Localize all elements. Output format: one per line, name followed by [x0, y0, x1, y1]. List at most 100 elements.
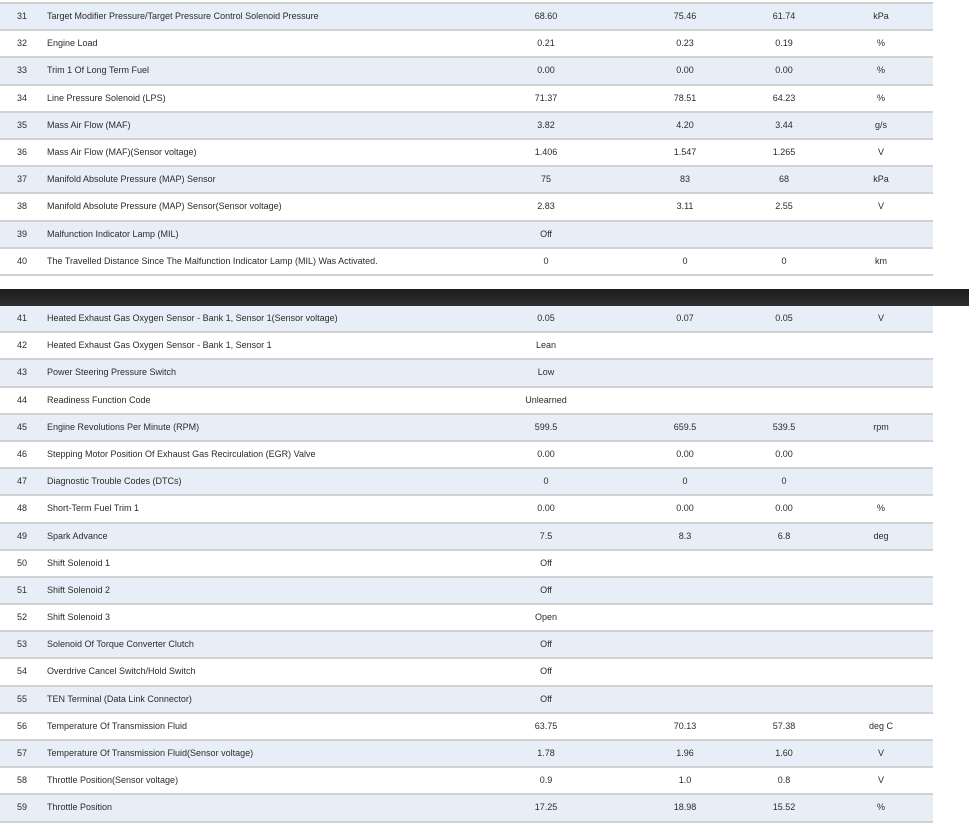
- row-number: 32: [16, 38, 27, 49]
- table-row[interactable]: 47 Diagnostic Trouble Codes (DTCs) 0 0 0: [0, 469, 933, 497]
- row-number: 54: [16, 666, 27, 677]
- row-number: 40: [16, 255, 27, 266]
- max-value: 8.3: [678, 530, 692, 541]
- parameter-name: Shift Solenoid 3: [47, 612, 111, 623]
- min-value: 2.55: [775, 201, 793, 212]
- table-row[interactable]: 39 Malfunction Indicator Lamp (MIL) Off: [0, 221, 933, 249]
- current-value: Off: [540, 666, 552, 677]
- table-row[interactable]: 34 Line Pressure Solenoid (LPS) 71.37 78.51…: [0, 86, 933, 113]
- parameter-name: Diagnostic Trouble Codes (DTCs): [47, 476, 182, 487]
- parameter-name: Heated Exhaust Gas Oxygen Sensor - Bank …: [47, 340, 272, 351]
- parameter-name: Line Pressure Solenoid (LPS): [47, 92, 166, 103]
- table-row[interactable]: 37 Manifold Absolute Pressure (MAP) Senso…: [0, 167, 933, 195]
- parameter-name: Shift Solenoid 1: [47, 557, 111, 568]
- unit-label: kPa: [873, 174, 889, 185]
- max-value: 0: [682, 255, 688, 266]
- table-row[interactable]: 48 Short-Term Fuel Trim 1 0.00 0.00 0.00%: [0, 496, 933, 524]
- current-value: 75: [540, 174, 551, 185]
- parameter-name: Solenoid Of Torque Converter Clutch: [47, 639, 194, 650]
- parameter-name: Spark Advance: [47, 530, 108, 541]
- table-row[interactable]: 57 Temperature Of Transmission Fluid(Sens…: [0, 741, 933, 769]
- current-value: Low: [537, 367, 555, 378]
- parameter-name: Readiness Function Code: [47, 394, 151, 405]
- current-value: Off: [540, 228, 552, 239]
- table-row[interactable]: 41 Heated Exhaust Gas Oxygen Sensor - Ban…: [0, 306, 933, 334]
- parameter-name: Power Steering Pressure Switch: [47, 367, 177, 378]
- current-value: 1.406: [534, 146, 558, 157]
- data-table-section-2: 41 Heated Exhaust Gas Oxygen Sensor - Ban…: [0, 306, 933, 823]
- table-row[interactable]: 55 TEN Terminal (Data Link Connector) Off: [0, 686, 933, 714]
- unit-label: V: [877, 201, 884, 212]
- table-row[interactable]: 46 Stepping Motor Position Of Exhaust Gas…: [0, 442, 933, 470]
- min-value: 57.38: [772, 720, 796, 731]
- section-divider-bar: [0, 289, 969, 306]
- parameter-name: Throttle Position(Sensor voltage): [47, 775, 179, 786]
- row-number: 50: [16, 557, 27, 568]
- parameter-name: Target Modifier Pressure/Target Pressure…: [47, 11, 319, 21]
- parameter-name: Engine Load: [47, 38, 98, 49]
- table-row[interactable]: 43 Power Steering Pressure Switch Low: [0, 360, 933, 388]
- table-row[interactable]: 53 Solenoid Of Torque Converter Clutch Off: [0, 632, 933, 660]
- table-row[interactable]: 31 Target Modifier Pressure/Target Pressu…: [0, 4, 933, 32]
- table-row[interactable]: 44 Readiness Function Code Unlearned: [0, 388, 933, 415]
- min-value: 0.00: [775, 503, 793, 514]
- table-row[interactable]: 36 Mass Air Flow (MAF)(Sensor voltage) 1.4…: [0, 140, 933, 168]
- row-number: 37: [16, 174, 27, 185]
- current-value: 1.78: [537, 748, 555, 758]
- table-row[interactable]: 52 Shift Solenoid 3 Open: [0, 605, 933, 633]
- min-value: 68: [778, 174, 789, 185]
- max-value: 3.11: [676, 201, 694, 212]
- row-number: 57: [16, 748, 27, 758]
- row-number: 42: [16, 340, 27, 351]
- table-row[interactable]: 49 Spark Advance 7.5 8.3 6.8 deg: [0, 523, 933, 551]
- current-value: 0.9: [539, 775, 553, 786]
- row-number: 36: [16, 146, 27, 157]
- current-value: 0.00: [537, 65, 555, 76]
- row-number: 49: [16, 530, 27, 541]
- parameter-name: TEN Terminal (Data Link Connector): [47, 693, 192, 704]
- table-row[interactable]: 45 Engine Revolutions Per Minute (RPM) 599…: [0, 414, 933, 442]
- unit-label: %: [876, 38, 885, 49]
- row-number: 34: [16, 92, 27, 103]
- current-value: 68.60: [534, 11, 558, 21]
- table-row[interactable]: 40 The Travelled Distance Since The Malfu…: [0, 249, 933, 276]
- table-row[interactable]: 32 Engine Load 0.21 0.23 0.19%: [0, 31, 933, 59]
- table-row[interactable]: 50 Shift Solenoid 1 Off: [0, 551, 933, 578]
- row-number: 39: [16, 228, 27, 239]
- min-value: 1.265: [772, 146, 796, 157]
- row-number: 48: [16, 503, 27, 514]
- max-value: 1.96: [676, 748, 694, 758]
- parameter-name: Temperature Of Transmission Fluid(Sensor…: [47, 748, 254, 758]
- row-number: 35: [16, 119, 27, 130]
- row-number: 47: [16, 476, 27, 487]
- current-value: 0: [543, 476, 549, 487]
- row-number: 51: [16, 584, 27, 595]
- row-number: 41: [16, 313, 27, 323]
- table-row[interactable]: 51 Shift Solenoid 2 Off: [0, 577, 933, 606]
- min-value: 61.74: [772, 11, 796, 21]
- current-value: Off: [540, 584, 552, 595]
- parameter-name: Mass Air Flow (MAF)(Sensor voltage): [47, 146, 197, 157]
- table-row[interactable]: 58 Throttle Position(Sensor voltage) 0.9 1.…: [0, 768, 933, 796]
- table-row[interactable]: 35 Mass Air Flow (MAF) 3.82 4.20 3.44 g/s: [0, 112, 933, 140]
- current-value: 599.5: [534, 421, 558, 432]
- table-row[interactable]: 59 Throttle Position 17.25 18.98 15.52%: [0, 795, 933, 823]
- max-value: 0.00: [676, 65, 694, 76]
- max-value: 659.5: [673, 421, 697, 432]
- unit-label: kPa: [873, 11, 889, 21]
- table-row[interactable]: 38 Manifold Absolute Pressure (MAP) Senso…: [0, 194, 933, 222]
- parameter-name: Shift Solenoid 2: [47, 584, 111, 595]
- table-row[interactable]: 56 Temperature Of Transmission Fluid 63.75…: [0, 714, 933, 741]
- table-row[interactable]: 54 Overdrive Cancel Switch/Hold Switch Off: [0, 659, 933, 687]
- unit-label: %: [876, 65, 885, 76]
- parameter-name: Overdrive Cancel Switch/Hold Switch: [47, 666, 196, 677]
- current-value: 0.05: [537, 313, 555, 323]
- unit-label: rpm: [873, 421, 889, 432]
- parameter-name: Heated Exhaust Gas Oxygen Sensor - Bank …: [47, 313, 338, 323]
- current-value: Off: [540, 557, 552, 568]
- table-row[interactable]: 33 Trim 1 Of Long Term Fuel 0.00 0.00 0.00%: [0, 58, 933, 86]
- parameter-name: Trim 1 Of Long Term Fuel: [47, 65, 150, 76]
- table-row[interactable]: 42 Heated Exhaust Gas Oxygen Sensor - Ban…: [0, 333, 933, 361]
- row-number: 55: [16, 693, 27, 704]
- max-value: 78.51: [673, 92, 697, 103]
